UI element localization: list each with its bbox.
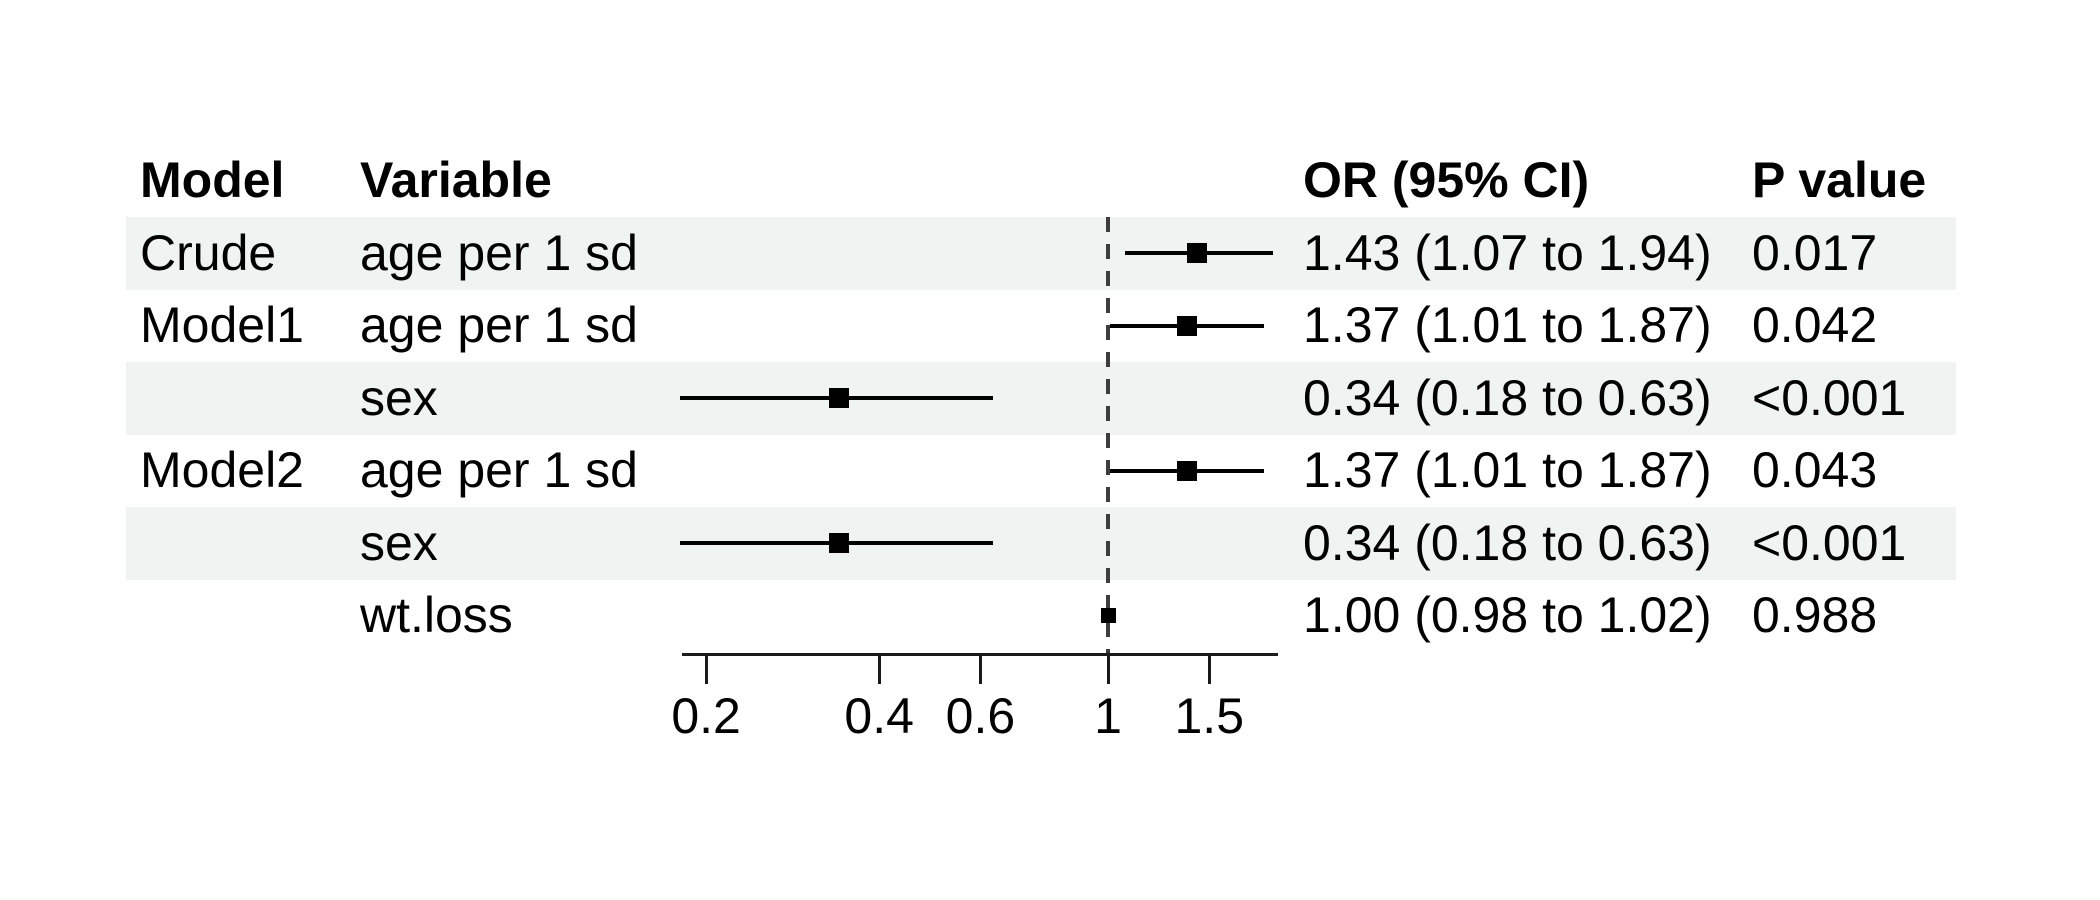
x-axis-tick-label: 0.4	[844, 688, 914, 744]
model-cell: Crude	[140, 225, 277, 281]
variable-cell: age per 1 sd	[360, 297, 638, 353]
x-axis-tick	[1207, 653, 1211, 684]
variable-cell: age per 1 sd	[360, 225, 638, 281]
point-estimate-marker	[1187, 243, 1208, 264]
x-axis-tick	[978, 653, 982, 684]
table-row: Crude age per 1 sd 1.43 (1.07 to 1.94) 0…	[126, 217, 1956, 290]
model-cell: Model2	[140, 442, 304, 498]
reference-line	[1106, 217, 1110, 653]
p-value-cell: 0.017	[1752, 225, 1878, 281]
point-estimate-marker	[1176, 460, 1197, 481]
p-value-cell: 0.042	[1752, 297, 1878, 353]
column-header-variable: Variable	[360, 152, 552, 208]
point-estimate-marker	[1176, 315, 1197, 336]
or-ci-cell: 1.37 (1.01 to 1.87)	[1303, 442, 1712, 498]
header-row: Model Variable OR (95% CI) P value	[126, 144, 1956, 217]
x-axis-tick	[1106, 653, 1110, 684]
x-axis-tick	[877, 653, 881, 684]
p-value-cell: <0.001	[1752, 515, 1907, 571]
column-header-p-value: P value	[1752, 152, 1927, 208]
variable-cell: sex	[360, 515, 438, 571]
table-row: Model1 age per 1 sd 1.37 (1.01 to 1.87) …	[126, 289, 1956, 362]
variable-cell: wt.loss	[360, 587, 513, 643]
column-header-or-ci: OR (95% CI)	[1303, 152, 1590, 208]
x-axis-tick	[704, 653, 708, 684]
variable-cell: age per 1 sd	[360, 442, 638, 498]
table-row: wt.loss 1.00 (0.98 to 1.02) 0.988	[126, 579, 1956, 652]
table-row: sex 0.34 (0.18 to 0.63) <0.001	[126, 362, 1956, 435]
x-axis-tick-label: 1.5	[1174, 688, 1245, 744]
point-estimate-marker	[1100, 608, 1116, 624]
or-ci-cell: 0.34 (0.18 to 0.63)	[1303, 515, 1712, 571]
or-ci-cell: 1.37 (1.01 to 1.87)	[1303, 297, 1712, 353]
or-ci-cell: 1.43 (1.07 to 1.94)	[1303, 225, 1712, 281]
p-value-cell: 0.043	[1752, 442, 1878, 498]
x-axis-tick-label: 0.6	[945, 688, 1016, 744]
or-ci-cell: 0.34 (0.18 to 0.63)	[1303, 370, 1712, 426]
variable-cell: sex	[360, 370, 438, 426]
x-axis-tick-label: 1	[1094, 688, 1122, 744]
or-ci-cell: 1.00 (0.98 to 1.02)	[1303, 587, 1712, 643]
column-header-model: Model	[140, 152, 285, 208]
point-estimate-marker	[828, 388, 849, 409]
point-estimate-marker	[828, 533, 849, 554]
x-axis-tick-label: 0.2	[671, 688, 741, 744]
model-cell: Model1	[140, 297, 304, 353]
table-row: Model2 age per 1 sd 1.37 (1.01 to 1.87) …	[126, 434, 1956, 507]
p-value-cell: <0.001	[1752, 370, 1907, 426]
table-row: sex 0.34 (0.18 to 0.63) <0.001	[126, 507, 1956, 580]
p-value-cell: 0.988	[1752, 587, 1878, 643]
